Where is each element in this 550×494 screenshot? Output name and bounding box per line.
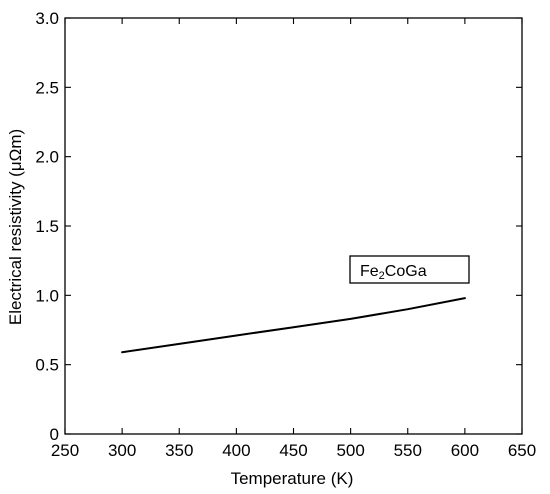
- y-tick-label: 1.5: [35, 217, 59, 236]
- y-tick-label: 0: [50, 425, 59, 444]
- y-axis-title: Electrical resistivity (μΩm): [6, 129, 25, 325]
- legend-label: Fe2CoGa: [360, 263, 427, 282]
- series-line-fe2coga: [121, 297, 466, 354]
- y-tick-label: 3.0: [35, 9, 59, 28]
- plot-frame: [64, 17, 523, 435]
- x-tick-label: 250: [51, 441, 79, 460]
- x-axis-title: Temperature (K): [231, 469, 354, 488]
- y-tick-label: 2.5: [35, 78, 59, 97]
- axis-ticks: 250 300 350 400 450 500 550 600 650 0 0.5 1.0 1.5 2.0…: [35, 9, 536, 460]
- y-tick-label: 2.0: [35, 148, 59, 167]
- legend-label-rest: CoGa: [385, 263, 427, 280]
- x-tick-label: 450: [279, 441, 307, 460]
- x-tick-label: 350: [165, 441, 193, 460]
- x-tick-label: 400: [222, 441, 250, 460]
- plot-axes: [64, 17, 523, 435]
- x-tick-label: 500: [336, 441, 364, 460]
- series-legend: Fe2CoGa: [349, 255, 470, 284]
- series-layer: [121, 297, 466, 354]
- legend-label-subscript: 2: [379, 270, 385, 282]
- y-tick-label: 0.5: [35, 356, 59, 375]
- x-tick-label: 600: [451, 441, 479, 460]
- x-tick-label: 650: [508, 441, 536, 460]
- y-tick-label: 1.0: [35, 286, 59, 305]
- x-tick-label: 550: [394, 441, 422, 460]
- legend-label-main: Fe: [360, 263, 379, 280]
- x-tick-label: 300: [108, 441, 136, 460]
- legend-box: [349, 255, 470, 284]
